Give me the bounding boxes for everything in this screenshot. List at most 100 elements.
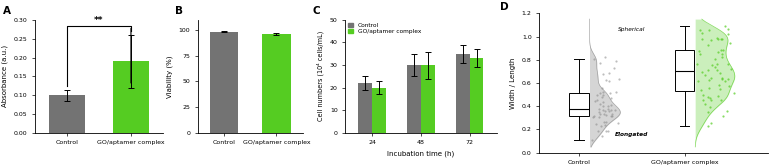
Point — [594, 113, 607, 116]
Bar — [113, 61, 148, 133]
Point — [613, 134, 625, 136]
Point — [725, 68, 737, 71]
Point — [611, 122, 624, 124]
Point — [602, 72, 615, 74]
Point — [586, 138, 598, 141]
Bar — [407, 65, 421, 133]
Point — [693, 50, 705, 52]
Point — [703, 105, 715, 108]
Point — [597, 105, 609, 108]
Point — [591, 98, 603, 101]
Point — [702, 43, 714, 46]
Point — [705, 76, 717, 79]
Legend: Control, GO/aptamer complex: Control, GO/aptamer complex — [348, 23, 421, 34]
Point — [702, 96, 714, 98]
Point — [613, 77, 625, 80]
Point — [715, 38, 727, 41]
Point — [695, 89, 707, 92]
Point — [705, 122, 717, 124]
Point — [716, 56, 729, 59]
Point — [716, 114, 729, 117]
Point — [598, 113, 611, 116]
Point — [605, 109, 618, 112]
Y-axis label: Cell numbers (10⁴ cells/mL): Cell numbers (10⁴ cells/mL) — [317, 31, 324, 122]
Point — [696, 38, 708, 41]
Point — [719, 25, 731, 28]
Point — [610, 91, 622, 94]
Point — [715, 98, 727, 101]
Y-axis label: Absorbance (a.u.): Absorbance (a.u.) — [2, 45, 8, 107]
Point — [722, 27, 734, 30]
Bar — [456, 54, 469, 133]
Text: D: D — [501, 2, 509, 12]
Point — [702, 87, 715, 90]
Point — [597, 109, 609, 112]
Point — [705, 98, 717, 101]
Point — [602, 104, 615, 107]
Point — [715, 48, 728, 51]
Point — [703, 96, 715, 99]
Point — [711, 68, 723, 71]
Y-axis label: Viability (%): Viability (%) — [167, 55, 173, 98]
Bar — [50, 95, 85, 133]
Point — [699, 103, 712, 105]
Point — [609, 59, 622, 62]
Point — [699, 74, 712, 77]
Point — [711, 62, 723, 65]
Point — [608, 67, 621, 70]
Point — [697, 93, 709, 96]
Point — [597, 91, 609, 93]
Point — [600, 78, 612, 81]
Bar — [421, 65, 435, 133]
Point — [721, 110, 733, 112]
Point — [587, 114, 600, 117]
Point — [605, 96, 617, 99]
Point — [709, 57, 722, 60]
Point — [722, 78, 734, 80]
Text: C: C — [312, 6, 320, 16]
Point — [599, 110, 611, 113]
Text: B: B — [175, 6, 183, 16]
Point — [703, 79, 715, 81]
Point — [591, 130, 604, 133]
Text: A: A — [3, 6, 11, 16]
Point — [719, 80, 731, 83]
Point — [711, 37, 723, 40]
Point — [713, 88, 726, 90]
Point — [602, 110, 615, 113]
X-axis label: Incubation time (h): Incubation time (h) — [387, 151, 455, 158]
Point — [702, 125, 715, 127]
Point — [604, 91, 616, 94]
Point — [714, 72, 726, 74]
Point — [602, 130, 615, 132]
Point — [702, 69, 714, 72]
PathPatch shape — [570, 93, 589, 116]
Point — [594, 103, 606, 106]
Bar — [469, 58, 483, 133]
Point — [695, 71, 708, 74]
Point — [595, 95, 608, 98]
Point — [715, 77, 728, 79]
Point — [694, 53, 706, 56]
Point — [587, 115, 599, 118]
Point — [590, 123, 602, 125]
Point — [702, 111, 715, 114]
Point — [589, 99, 601, 102]
Text: **: ** — [94, 16, 104, 25]
Point — [722, 32, 735, 35]
Text: Spherical: Spherical — [618, 27, 646, 32]
Point — [705, 63, 718, 66]
Point — [605, 113, 618, 116]
Text: Elongated: Elongated — [615, 132, 649, 137]
Y-axis label: Width / Length: Width / Length — [511, 57, 516, 109]
Point — [716, 37, 729, 40]
Point — [605, 104, 618, 106]
Point — [717, 49, 729, 52]
Point — [605, 114, 618, 117]
Point — [723, 84, 736, 87]
Point — [705, 38, 717, 41]
Point — [598, 123, 611, 126]
Point — [600, 129, 612, 132]
Point — [723, 42, 736, 44]
Point — [703, 29, 715, 32]
